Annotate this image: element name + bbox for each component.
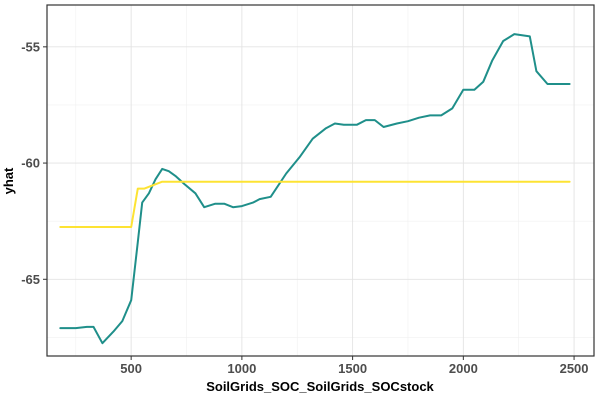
y-axis-title: yhat (1, 167, 16, 194)
series-line-2 (59, 180, 571, 228)
grid (47, 5, 594, 356)
ticks: 500 1000 1500 2000 2500 -55 -60 -65 (21, 39, 588, 376)
series-line-1 (59, 33, 571, 345)
x-tick-label: 2500 (560, 361, 589, 376)
x-tick-label: 2000 (449, 361, 478, 376)
x-tick-label: 1000 (227, 361, 256, 376)
x-tick-label: 1500 (338, 361, 367, 376)
y-tick-label: -65 (21, 272, 40, 287)
panel-border (46, 4, 595, 357)
y-tick-label: -55 (21, 39, 40, 54)
x-tick-label: 500 (120, 361, 142, 376)
y-tick-label: -60 (21, 156, 40, 171)
series-layer (59, 33, 571, 345)
x-axis-title: SoilGrids_SOC_SoilGrids_SOCstock (206, 379, 434, 394)
